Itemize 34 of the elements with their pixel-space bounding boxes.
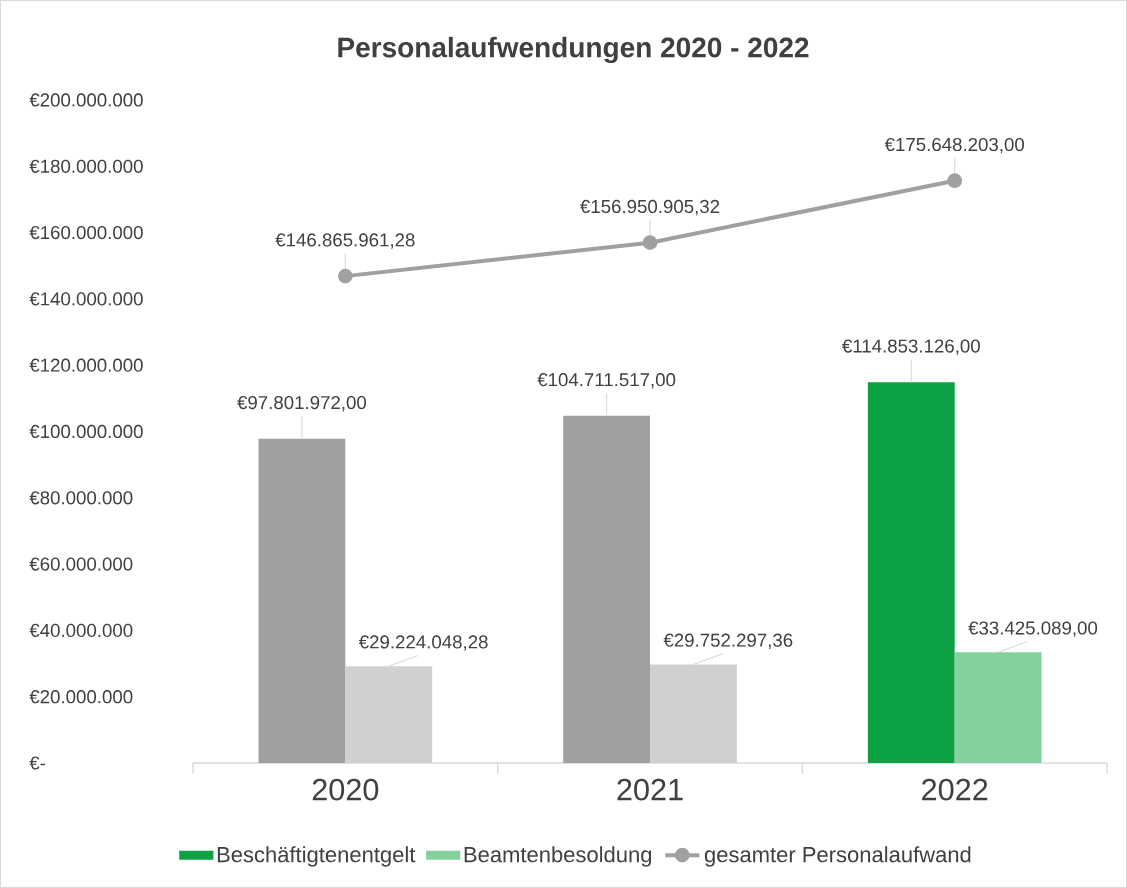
y-tick-label: €180.000.000 — [29, 159, 143, 173]
legend-label: Beamtenbesoldung — [464, 846, 652, 867]
data-label: €146.865.961,28 — [275, 233, 415, 249]
y-tick-label: €200.000.000 — [29, 93, 143, 107]
y-tick-label: €60.000.000 — [29, 557, 133, 571]
bar — [954, 652, 1042, 764]
data-label: €29.752.297,36 — [663, 633, 793, 649]
y-tick-label: €120.000.000 — [29, 358, 143, 372]
point — [337, 268, 353, 284]
legend-label: Beschäftigtenentgelt — [217, 846, 416, 867]
bar — [867, 382, 955, 764]
x-tick-label: 2021 — [617, 778, 683, 801]
y-tick-label: €160.000.000 — [29, 225, 143, 240]
data-label: €104.711.517,00 — [537, 373, 676, 389]
y-tick-label: €80.000.000 — [29, 491, 133, 505]
y-tick-label: €140.000.000 — [29, 292, 143, 306]
bar — [258, 438, 346, 764]
y-tick-label: €20.000.000 — [29, 690, 133, 704]
data-label: €175.648.203,00 — [884, 137, 1025, 154]
point — [642, 235, 658, 251]
data-label: €114.853.126,00 — [842, 339, 980, 355]
data-label: €29.224.048,28 — [358, 635, 488, 651]
bar — [563, 415, 651, 764]
data-label: €33.425.089,00 — [968, 621, 1098, 637]
y-tick-label: €100.000.000 — [29, 424, 143, 439]
y-tick-label: €- — [29, 756, 46, 770]
data-label: €156.950.905,32 — [580, 199, 720, 216]
x-tick-label: 2020 — [312, 778, 379, 801]
point — [947, 173, 963, 189]
y-tick-label: €40.000.000 — [29, 623, 133, 638]
data-label: €97.801.972,00 — [237, 395, 367, 412]
chart-title: Personalaufwendungen 2020 - 2022 — [338, 36, 809, 64]
x-tick-label: 2022 — [922, 778, 988, 801]
legend-label: gesamter Personalaufwand — [704, 846, 971, 867]
